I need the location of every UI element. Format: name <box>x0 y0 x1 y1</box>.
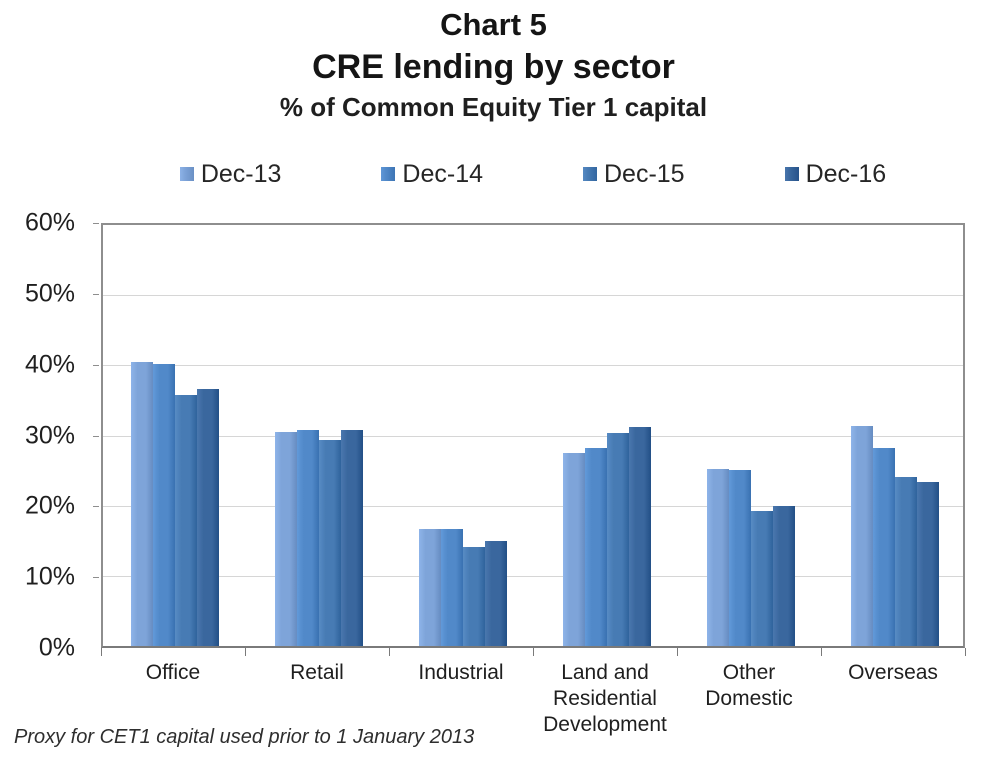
y-axis-tick-label: 30% <box>24 421 75 449</box>
y-axis-tick <box>93 577 99 579</box>
bar-dec-13-6 <box>851 425 873 646</box>
bar-dec-13-4 <box>563 453 585 646</box>
gridline <box>103 505 963 507</box>
legend-swatch-icon <box>179 167 194 181</box>
bar-dec-15-2 <box>319 440 341 646</box>
title-block: Chart 5 CRE lending by sector % of Commo… <box>0 6 987 123</box>
x-axis-category-label: Office <box>145 661 201 684</box>
y-axis-tick <box>93 364 99 366</box>
y-axis-tick <box>93 223 99 224</box>
y-axis-tick-label: 50% <box>24 279 75 308</box>
bar-group-2 <box>247 225 391 646</box>
x-axis-tick <box>388 648 390 656</box>
bar-dec-13-5 <box>707 469 729 646</box>
bar-dec-13-1 <box>131 361 153 646</box>
legend-swatch-icon <box>784 167 799 181</box>
gridline <box>103 435 963 437</box>
legend-label: Dec-15 <box>604 159 685 188</box>
legend: Dec-13 Dec-14 Dec-15 Dec-16 <box>101 158 965 190</box>
legend-item-dec-16: Dec-16 <box>784 159 887 189</box>
bar-dec-14-1 <box>153 363 175 646</box>
legend-swatch-icon <box>381 167 396 181</box>
chart-number: Chart 5 <box>440 7 547 42</box>
chart-units-label: % of Common Equity Tier 1 capital <box>279 91 708 122</box>
legend-swatch-icon <box>583 167 597 181</box>
y-axis-tick <box>93 506 99 508</box>
gridline <box>103 575 963 577</box>
x-axis-tick <box>532 648 534 656</box>
x-axis-tick <box>100 648 102 656</box>
legend-label: Dec-13 <box>200 159 282 188</box>
y-axis-tick-label: 10% <box>24 562 75 591</box>
bar-dec-16-1 <box>197 388 219 646</box>
bar-dec-14-3 <box>441 528 463 646</box>
bar-dec-14-6 <box>873 448 895 646</box>
y-axis-tick-label: 40% <box>24 350 75 379</box>
x-axis-category-label: Land and Residential Development <box>543 661 667 736</box>
legend-label: Dec-16 <box>805 159 887 188</box>
bar-dec-14-4 <box>585 448 607 646</box>
legend-item-dec-14: Dec-14 <box>381 160 483 189</box>
bar-group-4 <box>535 225 679 646</box>
y-axis-tick <box>93 435 99 437</box>
bar-dec-16-3 <box>485 541 507 646</box>
bar-dec-15-4 <box>607 432 629 646</box>
bar-dec-16-6 <box>917 481 939 646</box>
legend-label: Dec-14 <box>402 159 483 188</box>
plot-area <box>101 223 965 648</box>
bar-dec-13-2 <box>275 432 297 646</box>
bar-dec-15-3 <box>463 547 485 646</box>
x-axis-tick <box>964 648 966 656</box>
footnote: Proxy for CET1 capital used prior to 1 J… <box>14 726 475 748</box>
x-axis-category-label: Industrial <box>418 661 504 684</box>
y-axis-tick-label: 0% <box>38 633 75 662</box>
bar-group-1 <box>103 225 247 646</box>
bar-group-3 <box>391 225 535 646</box>
x-axis-category-label: Retail <box>290 661 344 684</box>
y-axis-tick-label: 60% <box>24 208 75 237</box>
x-axis-category-label: Overseas <box>848 661 938 684</box>
x-axis-tick <box>676 648 678 656</box>
bar-dec-16-5 <box>773 505 795 646</box>
bar-dec-14-5 <box>729 469 751 646</box>
bar-group-6 <box>823 225 967 646</box>
bar-dec-16-4 <box>629 427 651 646</box>
y-axis-tick-label: 20% <box>24 491 75 520</box>
chart-title: CRE lending by sector <box>312 47 675 86</box>
x-axis-category-label: Other Domestic <box>705 661 793 710</box>
legend-item-dec-15: Dec-15 <box>583 160 685 189</box>
bar-dec-14-2 <box>297 429 319 646</box>
gridline <box>103 295 963 297</box>
legend-item-dec-13: Dec-13 <box>179 159 282 189</box>
x-axis-tick <box>820 648 822 656</box>
bar-dec-13-3 <box>419 528 441 646</box>
gridline <box>103 365 963 367</box>
bar-group-5 <box>679 225 823 646</box>
bar-dec-15-1 <box>175 394 197 646</box>
bar-dec-16-2 <box>341 429 363 646</box>
x-axis-tick <box>244 648 246 656</box>
bar-dec-15-6 <box>895 476 917 646</box>
y-axis-tick <box>93 293 99 295</box>
bar-dec-15-5 <box>751 510 773 646</box>
